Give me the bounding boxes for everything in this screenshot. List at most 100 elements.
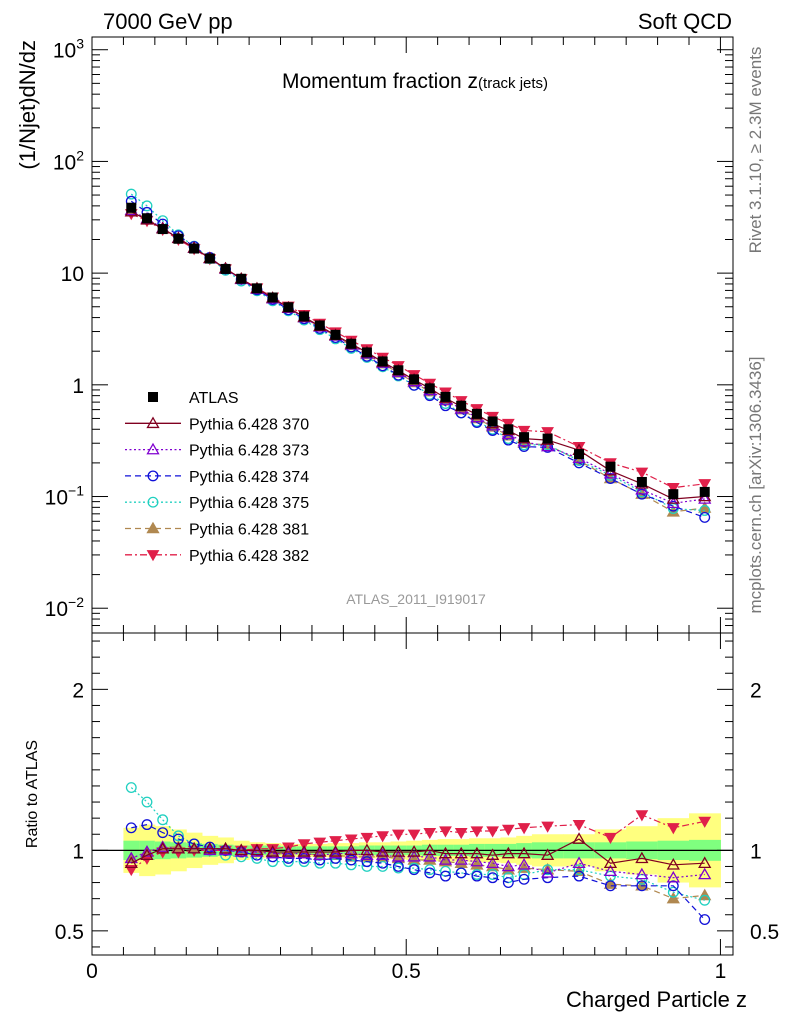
main-ytick-label: 10 <box>61 263 84 286</box>
data-point-ratio-0-26 <box>540 848 555 860</box>
data-point-ratio-0-27 <box>572 832 586 844</box>
data-point-ratio-2-25 <box>518 873 530 885</box>
data-point-ratio-2-0 <box>125 822 137 834</box>
data-point-ratio-1-9 <box>266 846 280 859</box>
legend-entry: ATLAS <box>189 390 239 407</box>
data-point-ratio-2-15 <box>361 856 373 868</box>
data-point-ratio-0-8 <box>250 843 264 856</box>
data-point-ratio-2-22 <box>471 870 483 882</box>
data-point-main-0-23 <box>487 416 498 427</box>
data-point-ratio-3-27 <box>573 864 585 876</box>
data-point-main-0-8 <box>251 283 262 294</box>
data-point-main-0-27 <box>574 449 585 460</box>
data-point-main-0-22 <box>471 408 482 419</box>
data-point-main-0-26 <box>542 433 553 444</box>
data-point-main-0-19 <box>424 383 435 394</box>
data-point-main-0-16 <box>377 356 388 367</box>
data-point-main-0-4 <box>189 243 200 254</box>
legend-marker-1 <box>146 416 160 429</box>
data-point-main-0-12 <box>314 320 325 331</box>
data-point-ratio-1-0 <box>124 851 138 864</box>
data-point-main-0-3 <box>173 233 184 244</box>
legend-marker-4 <box>147 496 159 508</box>
data-point-ratio-3-10 <box>282 856 294 868</box>
data-point-ratio-0-11 <box>297 845 311 857</box>
data-point-main-6-30 <box>666 483 680 495</box>
data-point-ratio-4-30 <box>666 891 680 904</box>
data-point-ratio-0-15 <box>360 843 374 856</box>
header-left: 7000 GeV pp <box>103 9 233 34</box>
ratio-xtick-label: 0.5 <box>392 960 421 983</box>
legend-marker-5 <box>146 521 160 534</box>
data-point-ratio-1-10 <box>281 846 296 859</box>
data-point-ratio-2-24 <box>502 877 514 889</box>
data-point-ratio-2-14 <box>345 854 357 866</box>
data-point-main-6-26 <box>541 427 554 439</box>
data-point-ratio-5-23 <box>486 826 499 838</box>
data-point-ratio-5-22 <box>470 826 484 838</box>
data-point-ratio-2-31 <box>699 914 711 926</box>
data-point-ratio-0-21 <box>454 846 468 859</box>
data-point-ratio-1-24 <box>501 859 515 872</box>
data-point-main-4-31 <box>699 505 711 516</box>
data-point-ratio-4-17 <box>391 851 405 864</box>
data-point-main-3-28 <box>605 473 616 484</box>
data-point-ratio-3-23 <box>487 869 499 880</box>
data-point-main-0-18 <box>409 374 420 385</box>
data-point-ratio-0-18 <box>407 845 421 857</box>
data-point-ratio-5-15 <box>360 832 374 844</box>
mcplots-label: mcplots.cern.ch [arXiv:1306.3436] <box>746 356 765 613</box>
ratio-ytick-label: 1 <box>72 840 84 863</box>
main-ytick-label: 10−1 <box>45 483 85 510</box>
ratio-xtick-label: 1 <box>715 960 727 983</box>
data-point-ratio-0-30 <box>666 858 680 870</box>
data-point-ratio-2-21 <box>455 867 467 879</box>
data-point-ratio-3-3 <box>172 830 184 842</box>
data-point-main-0-10 <box>283 302 294 313</box>
main-ytick-label: 1 <box>72 375 84 398</box>
ratio-ytick-label: 2 <box>72 679 84 702</box>
data-point-ratio-5-16 <box>376 831 390 843</box>
data-point-ratio-1-6 <box>218 843 233 856</box>
data-point-ratio-3-0 <box>125 782 137 794</box>
data-point-main-3-24 <box>502 434 514 446</box>
data-point-ratio-3-30 <box>667 886 679 898</box>
data-point-ratio-2-27 <box>573 870 585 882</box>
data-point-ratio-2-23 <box>487 872 499 884</box>
legend-marker-0 <box>148 392 158 402</box>
chart-title: Momentum fraction z(track jets) <box>282 70 548 93</box>
data-point-ratio-5-20 <box>439 826 452 838</box>
data-point-ratio-5-27 <box>572 819 586 832</box>
data-point-main-0-14 <box>346 338 357 349</box>
data-point-main-0-29 <box>636 476 647 487</box>
ratio-xtick-label: 0 <box>86 960 98 983</box>
data-point-main-0-9 <box>267 292 278 303</box>
data-point-ratio-0-25 <box>517 846 531 859</box>
data-point-ratio-5-25 <box>517 823 531 835</box>
data-point-ratio-0-9 <box>266 845 280 857</box>
data-point-ratio-2-30 <box>667 880 679 892</box>
xlabel: Charged Particle z <box>566 987 747 1012</box>
data-point-ratio-0-29 <box>635 851 649 864</box>
data-point-ratio-0-6 <box>218 841 233 854</box>
data-point-ratio-3-1 <box>141 796 153 808</box>
data-point-ratio-1-11 <box>297 846 311 859</box>
data-point-ratio-5-30 <box>666 823 680 835</box>
data-point-ratio-4-20 <box>438 854 453 867</box>
data-point-ratio-2-26 <box>542 872 554 884</box>
legend-entry: Pythia 6.428 381 <box>189 522 309 539</box>
data-point-ratio-4-19 <box>423 853 437 865</box>
ratio-ytick-label-right: 1 <box>750 840 762 863</box>
legend-entry: Pythia 6.428 373 <box>189 443 309 460</box>
data-point-ratio-0-12 <box>313 845 327 857</box>
data-point-ratio-0-17 <box>391 845 405 857</box>
data-point-ratio-3-2 <box>157 814 169 826</box>
data-point-main-0-25 <box>519 432 530 443</box>
data-point-ratio-1-31 <box>698 867 712 880</box>
data-point-main-0-21 <box>456 400 467 411</box>
data-point-ratio-3-11 <box>298 856 310 868</box>
header-right: Soft QCD <box>638 9 732 34</box>
ratio-ylabel: Ratio to ATLAS <box>24 740 41 848</box>
data-point-ratio-3-26 <box>542 864 554 876</box>
